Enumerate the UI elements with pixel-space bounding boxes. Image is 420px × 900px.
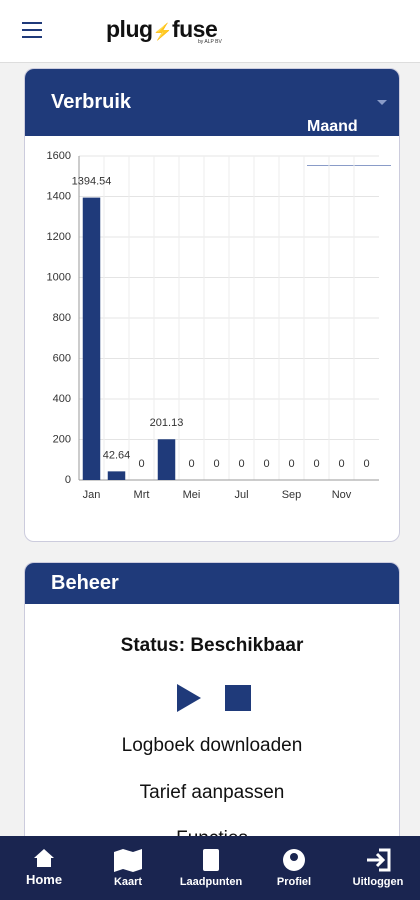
value-label: 0 (213, 458, 219, 470)
x-tick-label: Sep (282, 489, 302, 501)
value-label: 0 (138, 458, 144, 470)
x-tick-label: Mrt (134, 489, 150, 501)
charger-icon (203, 849, 219, 871)
management-card: Beheer Status: Beschikbaar Logboek downl… (24, 562, 400, 864)
bar (107, 471, 126, 480)
nav-item[interactable]: Uitloggen (336, 836, 420, 900)
logo-subtitle: by ALP BV (198, 39, 222, 45)
value-label: 0 (288, 458, 294, 470)
menu-button[interactable] (22, 22, 42, 43)
nav-label: Home (25, 872, 63, 887)
card-header: Beheer (25, 563, 399, 604)
logo: plug⚡fuse (106, 16, 218, 42)
value-label: 201.13 (150, 417, 184, 429)
profile-icon (283, 849, 305, 871)
nav-label: Laadpunten (179, 876, 243, 888)
chart: 0 200 400 600 800 1000 1200 1400 1600 Jan 1394.54 4… (47, 150, 379, 501)
value-label: 1394.54 (72, 176, 112, 188)
action-link[interactable]: Logboek downloaden (121, 735, 303, 756)
y-tick-label: 0 (65, 474, 71, 486)
top-bar: plug⚡fuse by ALP BV (0, 0, 420, 63)
nav-item[interactable]: Profiel (252, 836, 336, 900)
value-label: 42.64 (103, 449, 131, 461)
status-text: Status: Beschikbaar (120, 635, 304, 656)
bar (157, 439, 176, 480)
value-label: 0 (188, 458, 194, 470)
logout-icon (367, 848, 391, 872)
nav-label: Uitloggen (352, 876, 404, 888)
y-tick-label: 600 (53, 352, 71, 364)
y-tick-label: 1200 (47, 231, 71, 243)
card-title: Verbruik (51, 91, 132, 113)
controls (177, 684, 251, 712)
nav-item[interactable]: Laadpunten (169, 836, 253, 900)
value-label: 0 (338, 458, 344, 470)
y-tick-label: 400 (53, 393, 71, 405)
y-tick-label: 200 (53, 433, 71, 445)
nav-item[interactable]: Home (2, 836, 86, 900)
dropdown-value: Maand (307, 118, 358, 135)
value-label: 0 (238, 458, 244, 470)
nav-item[interactable]: Kaart (86, 836, 170, 900)
action-link[interactable]: Tarief aanpassen (139, 782, 285, 803)
y-tick-label: 1600 (47, 150, 71, 162)
play-button[interactable] (177, 684, 201, 712)
map-icon (114, 849, 142, 872)
nav-label: Profiel (276, 876, 312, 888)
card-title: Beheer (51, 572, 119, 594)
y-tick-label: 1000 (47, 271, 71, 283)
usage-card: Verbruik Maand 0 200 400 600 800 1000 1200 1400… (24, 68, 400, 542)
x-tick-label: Nov (332, 489, 352, 501)
bar (82, 197, 101, 480)
period-dropdown[interactable]: Maand (307, 93, 391, 166)
nav-label: Kaart (113, 876, 143, 888)
card-header: Verbruik Maand (25, 69, 399, 166)
y-tick-label: 1400 (47, 190, 71, 202)
home-icon (34, 849, 54, 867)
logo-text: fuse (171, 16, 218, 42)
logo-text: plug (106, 16, 153, 42)
value-label: 0 (363, 458, 369, 470)
bottom-nav: Home Kaart Laadpunten Profiel Uitloggen (0, 836, 420, 900)
x-tick-label: Jul (234, 489, 248, 501)
x-tick-label: Jan (83, 489, 101, 501)
y-tick-label: 800 (53, 312, 71, 324)
stop-button[interactable] (225, 685, 251, 711)
value-label: 0 (263, 458, 269, 470)
x-tick-label: Mei (183, 489, 201, 501)
value-label: 0 (313, 458, 319, 470)
